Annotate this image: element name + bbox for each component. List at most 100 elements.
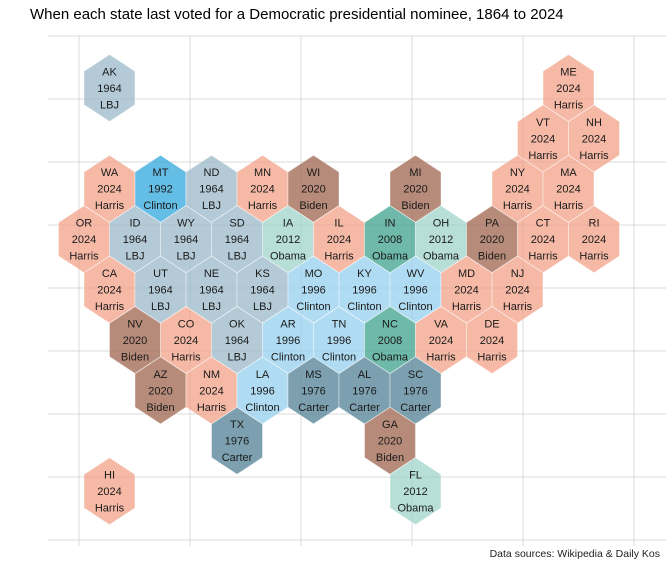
state-candidate-label: Harris [248,200,278,212]
state-year-label: 1964 [199,184,223,196]
state-abbr-label: WV [407,268,425,280]
state-year-label: 1964 [174,234,198,246]
state-hex-MS: MS 1976 Carter [287,356,340,425]
page-title: When each state last voted for a Democra… [30,6,564,23]
state-candidate-label: Obama [397,503,434,515]
state-abbr-label: TN [332,318,347,330]
state-hex-TN: TN 1996 Clinton [313,306,365,374]
state-year-label: 2024 [250,184,274,196]
state-year-label: 1996 [327,335,351,347]
state-year-label: 2024 [429,335,453,347]
state-year-label: 1996 [250,385,274,397]
state-hex-NY: NY 2024 Harris [491,154,544,223]
state-candidate-label: Clinton [322,351,356,363]
state-year-label: 1964 [199,285,223,297]
state-hex-MD: MD 2024 Harris [440,255,493,324]
state-candidate-label: Harris [503,301,533,313]
state-year-label: 1964 [148,285,172,297]
state-hex-SC: SC 1976 Carter [389,356,442,425]
state-candidate-label: LBJ [253,301,272,313]
state-candidate-label: LBJ [202,200,221,212]
state-abbr-label: SC [408,369,423,381]
state-abbr-label: ID [130,218,141,230]
state-abbr-label: KY [357,268,372,280]
state-hex-OK: OK 1964 LBJ [211,306,263,374]
state-abbr-label: NE [204,268,219,280]
state-candidate-label: Carter [349,402,380,414]
state-year-label: 2020 [480,234,504,246]
hex-shape-RI [568,205,620,274]
state-year-label: 1996 [276,335,300,347]
state-candidate-label: LBJ [126,251,145,263]
state-abbr-label: ME [560,66,577,78]
state-hex-AK: AK 1964 LBJ [83,54,136,122]
state-candidate-label: Harris [579,251,609,263]
state-year-label: 1976 [403,385,427,397]
state-candidate-label: Carter [298,402,329,414]
state-year-label: 2012 [403,486,427,498]
data-sources-caption: Data sources: Wikipedia & Daily Kos [489,548,660,560]
state-year-label: 2024 [327,234,351,246]
state-hex-AR: AR 1996 Clinton [262,306,314,374]
state-candidate-label: Clinton [245,402,279,414]
state-candidate-label: Harris [554,200,584,212]
state-candidate-label: Harris [528,150,558,162]
state-hex-WA: WA 2024 Harris [83,154,136,223]
state-hex-OR: OR 2024 Harris [58,205,110,274]
state-abbr-label: WY [177,218,195,230]
state-hex-VA: VA 2024 Harris [415,306,467,374]
state-candidate-label: Harris [95,301,125,313]
state-hex-NC: NC 2008 Obama [364,306,416,374]
state-candidate-label: Harris [197,402,227,414]
state-hex-ID: ID 1964 LBJ [109,205,161,274]
state-abbr-label: VT [536,117,550,129]
state-year-label: 2020 [301,184,325,196]
state-abbr-label: NH [586,117,602,129]
state-candidate-label: Harris [95,200,125,212]
state-abbr-label: TX [230,419,245,431]
state-candidate-label: Harris [554,99,584,111]
state-abbr-label: OK [229,318,246,330]
state-abbr-label: WA [101,167,119,179]
state-year-label: 2024 [174,335,198,347]
state-candidate-label: LBJ [202,301,221,313]
state-year-label: 2008 [378,234,402,246]
state-candidate-label: Biden [299,200,327,212]
state-abbr-label: CT [536,218,551,230]
state-candidate-label: Harris [579,150,609,162]
state-year-label: 1996 [403,285,427,297]
state-year-label: 1964 [97,83,121,95]
state-abbr-label: NJ [511,268,524,280]
state-year-label: 2024 [505,285,529,297]
hex-shape-DE [466,306,518,374]
state-candidate-label: Harris [477,351,507,363]
state-hex-OH: OH 2012 Obama [415,205,467,274]
state-candidate-label: Harris [324,251,354,263]
state-hex-MO: MO 1996 Clinton [287,255,340,324]
state-year-label: 2024 [454,285,478,297]
state-abbr-label: OH [433,218,450,230]
state-candidate-label: Carter [222,452,253,464]
state-candidate-label: Harris [452,301,482,313]
state-abbr-label: AK [102,66,117,78]
state-abbr-label: GA [382,419,399,431]
state-year-label: 1996 [301,285,325,297]
state-hex-WV: WV 1996 Clinton [389,255,442,324]
state-hex-IA: IA 2012 Obama [262,205,314,274]
state-candidate-label: Clinton [347,301,381,313]
state-year-label: 1976 [352,385,376,397]
state-abbr-label: CA [102,268,118,280]
state-abbr-label: OR [76,218,93,230]
state-abbr-label: AZ [153,369,167,381]
state-abbr-label: WI [307,167,320,179]
state-year-label: 2020 [378,436,402,448]
state-hex-MI: MI 2020 Biden [389,154,442,223]
state-abbr-label: DE [484,318,499,330]
state-abbr-label: KS [255,268,270,280]
state-abbr-label: MI [409,167,421,179]
state-abbr-label: UT [153,268,168,280]
state-abbr-label: MD [458,268,475,280]
state-abbr-label: NV [127,318,143,330]
state-year-label: 2024 [97,184,121,196]
state-hex-SD: SD 1964 LBJ [211,205,263,274]
